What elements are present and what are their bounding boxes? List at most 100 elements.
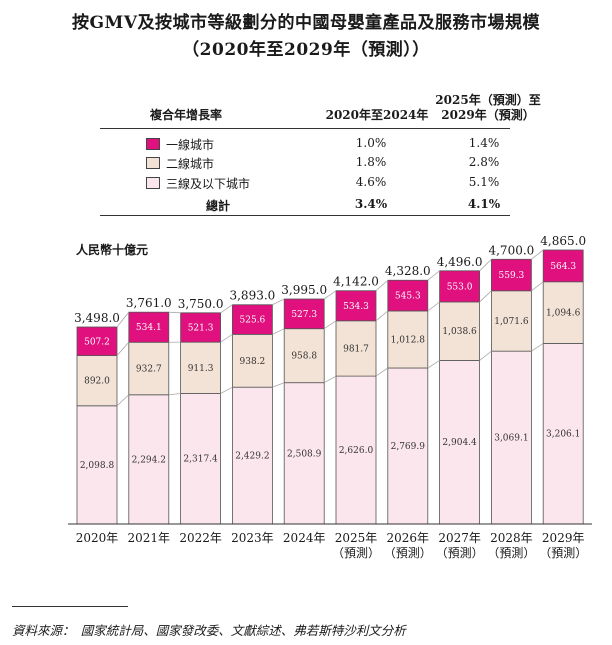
x-tick-label: 2025年	[335, 531, 378, 545]
data-label: 1,071.6	[494, 317, 529, 327]
total-label: 3,995.0	[281, 283, 327, 297]
data-label: 958.8	[291, 352, 317, 362]
connector-line	[427, 270, 440, 281]
cagr-row-value: 1.0%	[355, 136, 387, 150]
x-tick-label: 2026年	[387, 531, 430, 545]
data-label: 525.6	[240, 316, 266, 326]
x-tick-label: 2024年	[283, 531, 326, 545]
bar-segment	[231, 333, 273, 388]
bar-segment	[283, 382, 325, 525]
x-tick-sublabel: （預測）	[539, 546, 587, 560]
data-label: 521.3	[188, 323, 214, 333]
x-tick-label: 2027年	[438, 531, 481, 545]
data-label: 527.3	[291, 310, 317, 320]
connector-line	[116, 394, 130, 407]
connector-line	[324, 375, 337, 384]
bar-segment	[387, 279, 429, 312]
connector-line	[116, 341, 130, 356]
connector-line	[375, 310, 389, 322]
cagr-row-value: 5.1%	[468, 175, 500, 189]
data-label: 534.3	[343, 302, 369, 312]
data-label: 938.2	[240, 357, 266, 367]
data-label: 2,098.8	[80, 461, 115, 471]
cagr-total-label: 總計	[206, 199, 231, 213]
cagr-row-value: 1.4%	[468, 136, 500, 150]
chart-subtitle: （2020年至2029年（預測））	[182, 40, 430, 60]
x-tick-sublabel: （預測）	[436, 546, 484, 560]
connector-line	[479, 290, 492, 303]
total-label: 3,761.0	[126, 296, 172, 310]
table-rule-top	[100, 128, 510, 129]
cagr-row-label: 一線城市	[166, 138, 215, 152]
connector-line	[220, 386, 233, 394]
data-label: 2,626.0	[339, 446, 374, 456]
cagr-col2-header-line1: 2025年（預測）至	[435, 93, 541, 107]
connector-line	[375, 279, 389, 292]
total-label: 3,498.0	[74, 311, 120, 325]
data-label: 3,206.1	[546, 430, 580, 440]
bar-segment	[542, 343, 584, 525]
connector-line	[168, 393, 181, 396]
bar-segment	[335, 290, 377, 322]
bar-segment	[490, 350, 532, 525]
unit-label: 人民幣十億元	[76, 243, 149, 257]
bar-segment	[283, 298, 325, 330]
chart-title: 按GMV及按城市等級劃分的中國母嬰童產品及服務市場規模	[71, 13, 541, 33]
bar-segment	[439, 360, 481, 525]
cagr-col2-header-line2: 2029年（預測）	[441, 108, 535, 122]
cagr-header-label: 複合年增長率	[150, 108, 223, 122]
footnote-rule	[12, 606, 128, 607]
x-tick-sublabel: （預測）	[487, 546, 535, 560]
connector-line	[220, 304, 233, 314]
bar-segment	[128, 311, 170, 343]
bar-segment	[128, 341, 170, 396]
bar-segment	[542, 281, 584, 344]
data-label: 564.3	[550, 262, 576, 272]
total-label: 4,700.0	[488, 243, 534, 257]
total-label: 4,142.0	[333, 275, 379, 289]
x-tick-label: 2022年	[179, 531, 222, 545]
bar-segment	[76, 326, 118, 356]
x-tick-label: 2023年	[231, 531, 274, 545]
data-label: 553.0	[447, 282, 473, 292]
data-label: 534.1	[136, 323, 162, 333]
cagr-total-value: 4.1%	[467, 197, 501, 211]
total-label: 4,865.0	[540, 234, 586, 248]
x-tick-sublabel: （預測）	[332, 546, 380, 560]
connector-line	[531, 343, 544, 352]
total-label: 4,328.0	[385, 264, 431, 278]
bar-segment	[128, 394, 170, 525]
data-label: 981.7	[343, 344, 369, 354]
data-label: 545.3	[395, 292, 421, 302]
connector-line	[220, 334, 233, 343]
legend-swatch-tier2	[146, 157, 160, 169]
connector-line	[427, 301, 440, 312]
cagr-row-label: 二線城市	[166, 157, 215, 171]
data-label: 2,317.4	[183, 455, 218, 465]
connector-line	[116, 311, 130, 328]
cagr-col1-header: 2020年至2024年	[325, 108, 429, 122]
bar-segment	[490, 258, 532, 292]
bar-segment	[490, 290, 532, 352]
data-label: 2,294.2	[132, 455, 166, 465]
bar-segment	[335, 375, 377, 525]
connector-line	[272, 328, 285, 335]
data-label: 2,904.4	[442, 438, 477, 448]
data-label: 932.7	[136, 365, 162, 375]
total-label: 4,496.0	[437, 255, 483, 269]
cagr-row-value: 4.6%	[355, 175, 387, 189]
data-label: 507.2	[84, 337, 110, 347]
source-note: 資料來源： 國家統計局、國家發改委、文獻綜述、弗若斯特沙利文分析	[12, 623, 406, 638]
cagr-total-value: 3.4%	[354, 197, 388, 211]
data-label: 1,038.6	[442, 327, 477, 337]
connector-line	[375, 367, 389, 377]
total-label: 3,750.0	[178, 297, 224, 311]
data-label: 3,069.1	[494, 434, 528, 444]
data-label: 911.3	[188, 364, 214, 374]
bar-segment	[231, 304, 273, 335]
cagr-row-value: 1.8%	[355, 155, 387, 169]
bar-segment	[76, 405, 118, 525]
connector-line	[479, 350, 492, 361]
connector-line	[531, 281, 544, 292]
